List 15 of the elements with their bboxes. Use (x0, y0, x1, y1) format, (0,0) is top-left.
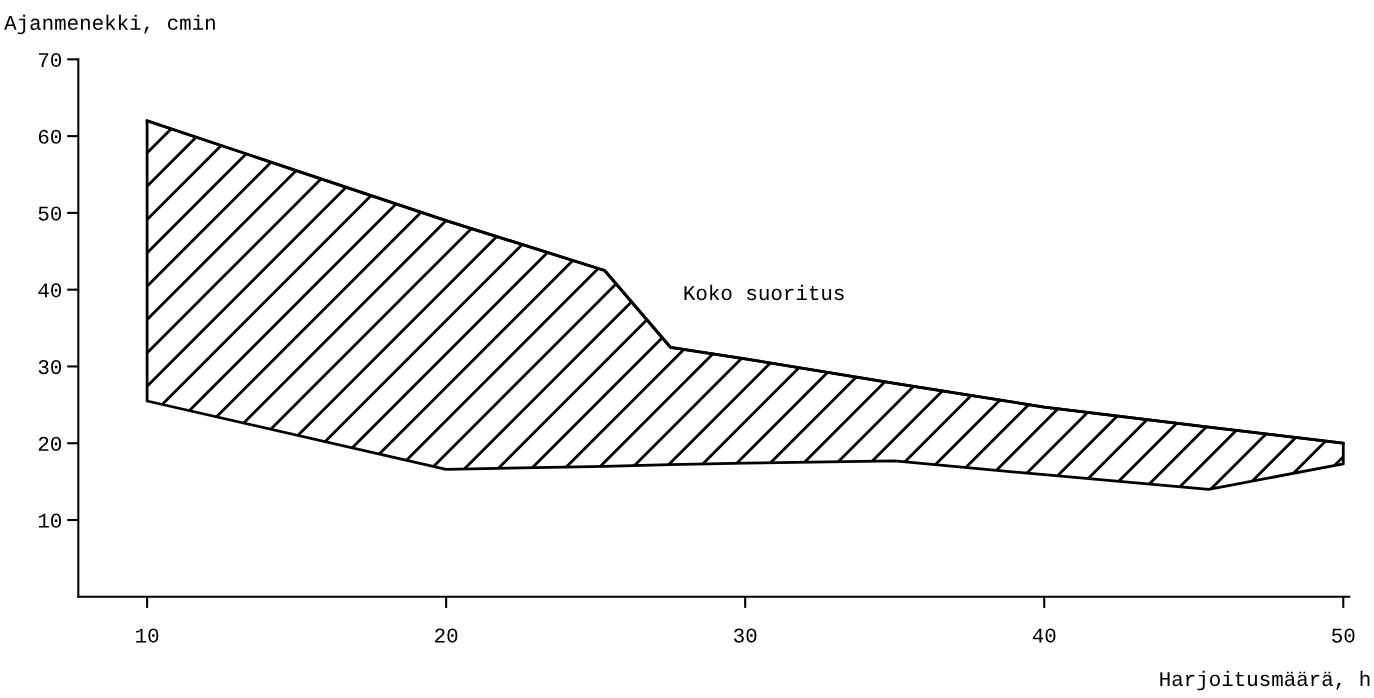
y-tick-label: 70 (38, 52, 62, 68)
x-tick-label: 30 (733, 628, 757, 643)
y-tick-label: 20 (38, 436, 62, 451)
x-tick-label: 20 (435, 628, 458, 643)
y-tick-label: 50 (38, 206, 62, 221)
x-tick-label: 10 (136, 628, 159, 643)
x-tick-label: 50 (1332, 628, 1355, 643)
y-tick-label: 30 (38, 360, 62, 375)
y-axis-title: Ajanmenekki, cmin (4, 14, 215, 35)
y-tick-label: 60 (38, 129, 62, 144)
y-tick-label: 40 (38, 283, 62, 298)
y-tick-label: 10 (38, 513, 62, 528)
annotation: Koko suoritus (684, 284, 844, 301)
x-axis-title: Harjoitusmäärä, h (1160, 670, 1370, 691)
x-tick-label: 40 (1032, 628, 1056, 643)
